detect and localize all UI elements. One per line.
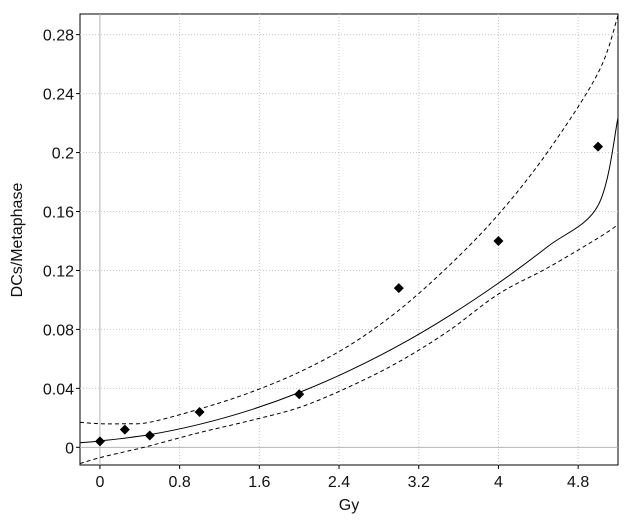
y-tick-label: 0.16 — [43, 204, 74, 221]
plot-area — [79, 13, 619, 466]
y-tick-label: 0.12 — [43, 263, 74, 280]
y-tick-label: 0.28 — [43, 28, 74, 45]
tick-labels: 0 0.8 1.6 2.4 3.2 4 4.8 0 0.04 0.08 0.12 0.16 0.2 0.2… — [43, 28, 590, 491]
y-tick-label: 0.2 — [52, 146, 74, 163]
data-points — [94, 141, 604, 447]
zero-lines — [80, 14, 618, 465]
x-tick-label: 3.2 — [408, 474, 430, 491]
x-tick-label: 0 — [95, 474, 104, 491]
y-tick-label: 0.24 — [43, 87, 74, 104]
x-tick-label: 4 — [494, 474, 503, 491]
data-point — [593, 141, 604, 152]
data-point — [194, 406, 205, 417]
lower-confidence-band — [80, 224, 618, 465]
data-point — [144, 430, 155, 441]
x-tick-label: 1.6 — [248, 474, 270, 491]
x-axis-title: Gy — [339, 497, 359, 514]
data-point — [393, 283, 404, 294]
data-point — [94, 436, 105, 447]
x-tick-label: 2.4 — [328, 474, 350, 491]
x-tick-label: 4.8 — [567, 474, 589, 491]
data-point — [294, 389, 305, 400]
y-tick-label: 0 — [65, 440, 74, 457]
y-axis-title: DCs/Metaphase — [9, 183, 26, 298]
y-tick-label: 0.08 — [43, 322, 74, 339]
upper-confidence-band — [80, 15, 618, 425]
data-point — [119, 424, 130, 435]
x-tick-label: 0.8 — [169, 474, 191, 491]
y-tick-label: 0.04 — [43, 381, 74, 398]
data-point — [493, 235, 504, 246]
